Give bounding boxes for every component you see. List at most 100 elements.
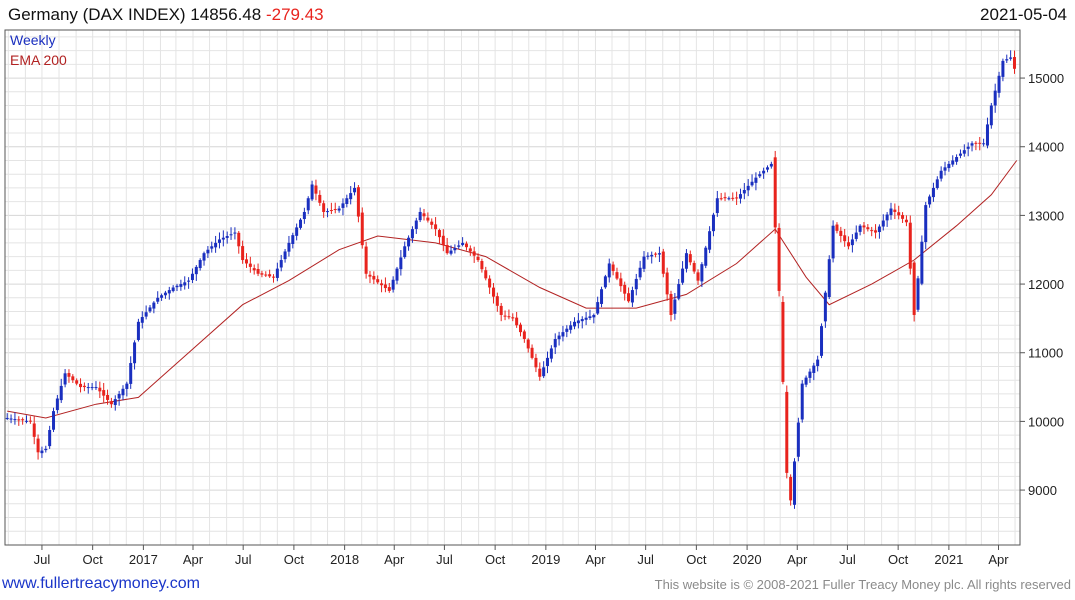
candle-up: [642, 256, 646, 269]
candle-up: [279, 260, 283, 268]
x-tick-label: Apr: [988, 552, 1009, 567]
candle-down: [318, 194, 322, 203]
candle-up: [750, 181, 754, 186]
candle-up: [453, 248, 457, 251]
candle-down: [67, 373, 71, 377]
candle-up: [746, 185, 750, 191]
candle-down: [376, 279, 380, 283]
candle-down: [619, 278, 623, 287]
candle-down: [908, 222, 912, 269]
candle-up: [958, 153, 962, 156]
candle-up: [931, 187, 935, 198]
candle-up: [681, 268, 685, 283]
candle-down: [241, 246, 245, 261]
candle-up: [418, 211, 422, 221]
candle-up: [233, 232, 237, 234]
candle-up: [573, 321, 577, 327]
candle-up: [287, 242, 291, 252]
candle-up: [916, 278, 920, 310]
candle-up: [295, 227, 299, 236]
candle-down: [484, 270, 488, 279]
candle-down: [17, 419, 21, 421]
candle-up: [217, 239, 221, 243]
candle-up: [592, 314, 596, 318]
candle-up: [920, 241, 924, 284]
candle-down: [731, 197, 735, 199]
candle-up: [1005, 59, 1009, 61]
candle-down: [106, 394, 110, 400]
candle-down: [322, 203, 326, 212]
candle-up: [306, 198, 310, 211]
x-tick-label: Jul: [839, 552, 856, 567]
candle-up: [275, 268, 279, 278]
candle-up: [576, 320, 580, 324]
candle-up: [758, 174, 762, 177]
chart-date: 2021-05-04: [980, 5, 1067, 24]
candle-down: [437, 230, 441, 238]
candle-up: [542, 367, 546, 377]
candle-up: [117, 393, 121, 399]
candle-up: [827, 259, 831, 297]
x-tick-label: 2017: [129, 552, 158, 567]
candle-up: [221, 237, 225, 240]
candle-up: [885, 214, 889, 221]
candle-up: [190, 273, 194, 281]
candle-up: [596, 302, 600, 314]
candle-down: [862, 225, 866, 228]
candle-up: [993, 90, 997, 106]
candle-up: [90, 387, 94, 389]
candle-down: [256, 268, 260, 274]
legend-weekly: Weekly: [10, 32, 56, 48]
candle-up: [850, 239, 854, 246]
candle-down: [476, 256, 480, 261]
candle-up: [997, 75, 1001, 93]
candle-up: [715, 198, 719, 214]
candle-up: [600, 289, 604, 304]
candle-up: [225, 236, 229, 238]
candle-up: [48, 429, 52, 447]
candle-up: [881, 220, 885, 227]
candle-up: [156, 297, 160, 302]
candle-up: [136, 321, 140, 340]
candle-down: [71, 376, 75, 381]
candle-down: [380, 283, 384, 286]
candle-down: [843, 235, 847, 242]
candle-up: [214, 242, 218, 248]
candle-down: [530, 347, 534, 358]
candle-up: [167, 290, 171, 294]
candle-down: [488, 278, 492, 288]
candle-down: [669, 293, 673, 315]
candle-down: [735, 197, 739, 199]
grid-layer: [5, 30, 1020, 545]
candle-up: [704, 247, 708, 266]
x-tick-label: 2020: [733, 552, 762, 567]
candle-up: [603, 276, 607, 288]
candle-down: [503, 315, 507, 317]
candle-up: [310, 184, 314, 200]
candle-down: [329, 210, 333, 212]
candle-up: [283, 251, 287, 260]
candle-up: [858, 225, 862, 232]
candle-up: [673, 299, 677, 314]
candle-down: [468, 248, 472, 252]
candle-up: [889, 208, 893, 216]
candle-up: [765, 167, 769, 170]
candle-down: [75, 380, 79, 384]
footer-website-link[interactable]: www.fullertreacymoney.com: [2, 575, 200, 592]
candle-down: [723, 197, 727, 199]
candle-down: [491, 287, 495, 297]
x-tick-label: Jul: [436, 552, 453, 567]
candle-down: [719, 198, 723, 200]
candle-up: [877, 226, 881, 233]
candle-down: [441, 235, 445, 246]
candle-up: [13, 419, 17, 421]
candle-down: [271, 276, 275, 278]
candle-up: [194, 266, 198, 275]
candle-down: [835, 224, 839, 231]
x-tick-label: Oct: [284, 552, 305, 567]
x-tick-label: Oct: [83, 552, 104, 567]
candle-down: [515, 317, 519, 326]
candle-down: [480, 261, 484, 270]
candle-down: [688, 254, 692, 263]
candle-up: [569, 325, 573, 330]
